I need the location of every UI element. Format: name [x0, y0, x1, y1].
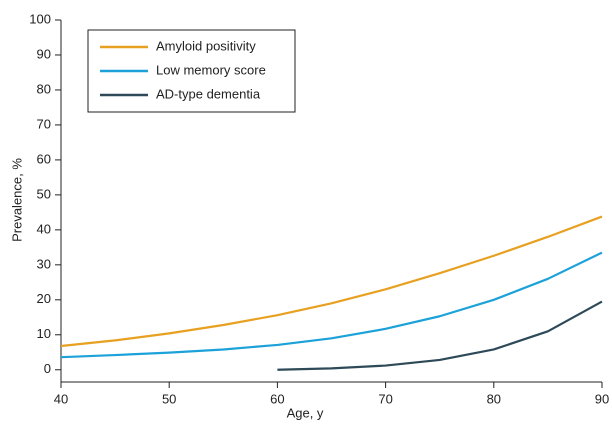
legend-label: Low memory score [156, 62, 266, 77]
line [60, 215, 603, 348]
x-tick-label: 50 [162, 391, 176, 406]
y-tick-label: 50 [37, 186, 51, 201]
x-tick-label: 70 [378, 391, 392, 406]
x-tick-label: 60 [270, 391, 284, 406]
line [60, 251, 603, 359]
x-tick-label: 90 [595, 391, 609, 406]
y-tick-label: 40 [37, 221, 51, 236]
legend-label: Amyloid positivity [156, 38, 256, 53]
y-tick-label: 70 [37, 116, 51, 131]
x-tick-label: 80 [487, 391, 501, 406]
y-tick-label: 60 [37, 151, 51, 166]
legend-label: AD-type dementia [156, 86, 261, 101]
y-tick-label: 100 [29, 11, 51, 26]
y-tick-label: 20 [37, 291, 51, 306]
x-tick-label: 40 [54, 391, 68, 406]
x-axis-label: Age, y [287, 405, 324, 420]
line [277, 300, 603, 371]
y-axis-label: Prevalence, % [9, 158, 24, 242]
y-tick-label: 0 [44, 361, 51, 376]
y-tick-label: 10 [37, 326, 51, 341]
y-tick-label: 30 [37, 256, 51, 271]
y-tick-label: 90 [37, 46, 51, 61]
y-tick-label: 80 [37, 81, 51, 96]
